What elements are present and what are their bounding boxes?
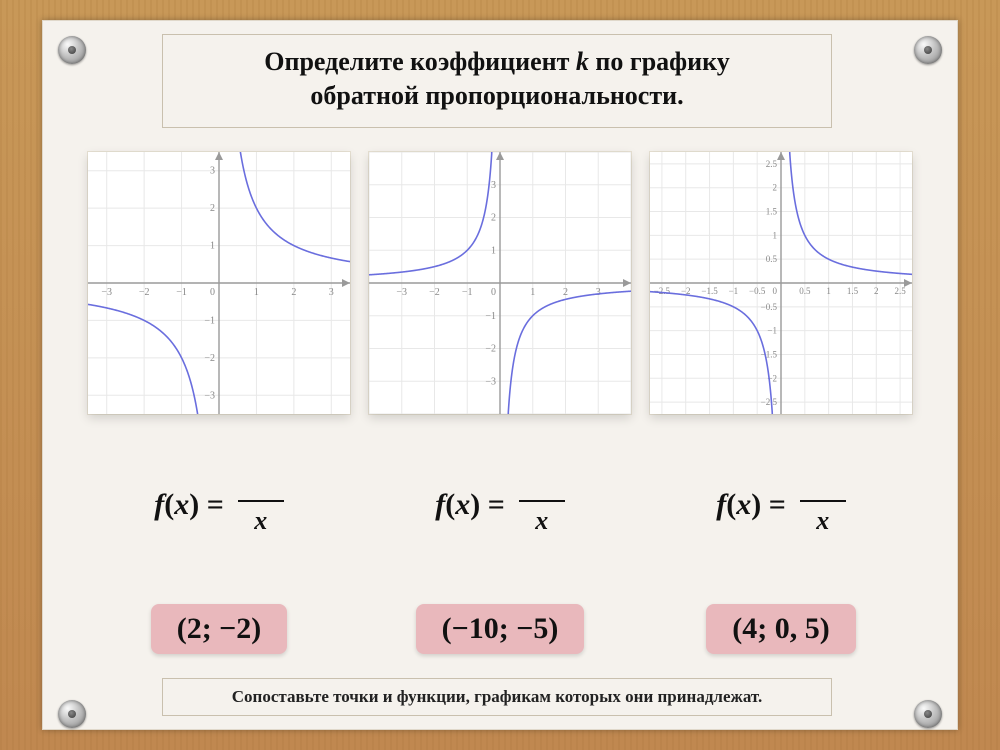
svg-text:2: 2 [491, 213, 496, 224]
svg-text:1.5: 1.5 [766, 207, 778, 217]
svg-text:−3: −3 [204, 390, 215, 401]
svg-text:−1: −1 [485, 311, 496, 322]
svg-text:1: 1 [773, 230, 778, 240]
svg-text:3: 3 [210, 166, 215, 177]
svg-text:0: 0 [210, 287, 215, 298]
chart-row: −3−2−1123−3−2−11230 −3−2−1123−3−2−11230 … [88, 152, 912, 414]
svg-text:−1: −1 [204, 315, 215, 326]
title-line-2: обратной пропорциональности. [183, 79, 811, 113]
chart-1: −3 −2 −1 1 2 3 −3 −2 −1 1 2 3 0 [88, 152, 350, 414]
svg-text:0: 0 [491, 287, 496, 298]
svg-text:−2: −2 [139, 287, 150, 298]
title-pre: Определите коэффициент [264, 47, 576, 76]
svg-text:−2: −2 [204, 353, 215, 364]
formula-1: f(x) = kx [88, 450, 350, 560]
svg-text:0.5: 0.5 [766, 254, 778, 264]
svg-text:0: 0 [773, 286, 778, 296]
svg-text:−3: −3 [396, 287, 407, 298]
svg-text:−3: −3 [101, 287, 112, 298]
formula-row: f(x) = kx f(x) = kx f(x) = kx [88, 450, 912, 560]
svg-text:1.5: 1.5 [847, 286, 859, 296]
chart-3: −2.5−2−1.5−1−0.50.511.522.5−2.5−2−1.5−1−… [650, 152, 912, 414]
title-box: Определите коэффициент k по графику обра… [162, 34, 832, 128]
point-pill-3[interactable]: (4; 0, 5) [706, 604, 855, 654]
screw-icon [58, 36, 86, 64]
title-k-var: k [576, 47, 589, 76]
svg-text:1: 1 [210, 241, 215, 252]
svg-text:−2.5: −2.5 [654, 286, 671, 296]
svg-text:2: 2 [210, 203, 215, 214]
svg-text:−1: −1 [462, 287, 473, 298]
chart-2: −3 −2 −1 1 2 3 −3 −2 −1 1 2 3 0 [369, 152, 631, 414]
title-line-1: Определите коэффициент k по графику [183, 45, 811, 79]
svg-text:2: 2 [874, 286, 879, 296]
point-pill-1[interactable]: (2; −2) [151, 604, 288, 654]
svg-text:1: 1 [530, 287, 535, 298]
screw-icon [914, 36, 942, 64]
point-pill-2[interactable]: (−10; −5) [416, 604, 585, 654]
footer-instruction: Сопоставьте точки и функции, графикам ко… [162, 678, 832, 716]
svg-text:−2: −2 [429, 287, 440, 298]
points-row: (2; −2) (−10; −5) (4; 0, 5) [88, 598, 912, 660]
title-post: по графику [589, 47, 730, 76]
svg-text:−2: −2 [485, 344, 496, 355]
svg-text:2.5: 2.5 [894, 286, 906, 296]
formula-2: f(x) = kx [369, 450, 631, 560]
formula-3: f(x) = kx [650, 450, 912, 560]
point-box-2: (−10; −5) [369, 604, 631, 654]
svg-text:−2.5: −2.5 [761, 397, 778, 407]
point-box-1: (2; −2) [88, 604, 350, 654]
svg-text:2.5: 2.5 [766, 159, 778, 169]
svg-text:−1.5: −1.5 [701, 286, 718, 296]
svg-text:3: 3 [596, 287, 601, 298]
svg-text:2: 2 [773, 183, 778, 193]
svg-text:3: 3 [491, 180, 496, 191]
screw-icon [914, 700, 942, 728]
svg-text:2: 2 [563, 287, 568, 298]
svg-text:−0.5: −0.5 [749, 286, 766, 296]
svg-text:2: 2 [291, 287, 296, 298]
point-box-3: (4; 0, 5) [650, 604, 912, 654]
svg-text:−1: −1 [176, 287, 187, 298]
svg-text:−1.5: −1.5 [761, 349, 778, 359]
svg-text:1: 1 [826, 286, 831, 296]
svg-text:−3: −3 [485, 376, 496, 387]
svg-text:3: 3 [329, 287, 334, 298]
svg-text:1: 1 [254, 287, 259, 298]
svg-text:−0.5: −0.5 [761, 302, 778, 312]
svg-text:0.5: 0.5 [799, 286, 811, 296]
svg-text:−1: −1 [729, 286, 739, 296]
svg-text:1: 1 [491, 245, 496, 256]
main-panel: Определите коэффициент k по графику обра… [42, 20, 958, 730]
screw-icon [58, 700, 86, 728]
svg-text:−1: −1 [767, 326, 777, 336]
